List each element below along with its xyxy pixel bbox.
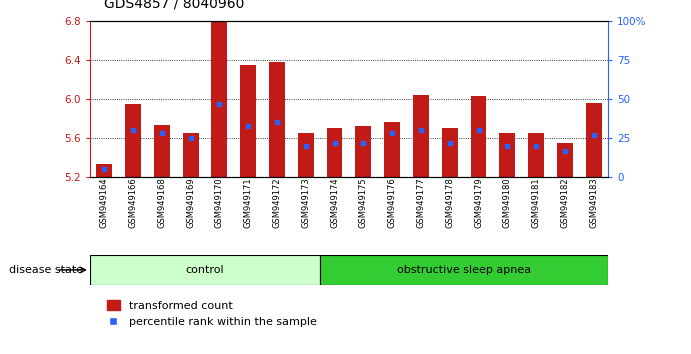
Text: GSM949182: GSM949182 (560, 177, 569, 228)
Text: GSM949171: GSM949171 (244, 177, 253, 228)
Bar (90, 255, 320, 285)
Text: GSM949175: GSM949175 (359, 177, 368, 228)
Text: GSM949179: GSM949179 (474, 177, 483, 228)
Text: GSM949174: GSM949174 (330, 177, 339, 228)
Text: GSM949168: GSM949168 (158, 177, 167, 228)
Text: GSM949177: GSM949177 (417, 177, 426, 228)
Bar (384, 122, 400, 177)
Text: GSM949166: GSM949166 (129, 177, 138, 228)
Text: GSM949172: GSM949172 (272, 177, 281, 228)
Bar (154, 125, 170, 177)
Bar (298, 133, 314, 177)
Bar (557, 143, 573, 177)
Text: GSM949170: GSM949170 (215, 177, 224, 228)
Bar (182, 133, 198, 177)
Bar (96, 164, 112, 177)
Bar (442, 128, 457, 177)
Bar (211, 21, 227, 177)
Bar (471, 96, 486, 177)
Text: disease state: disease state (9, 265, 83, 275)
Bar (125, 104, 141, 177)
Text: GSM949164: GSM949164 (100, 177, 108, 228)
Bar (240, 65, 256, 177)
Bar (269, 62, 285, 177)
Legend: transformed count, percentile rank within the sample: transformed count, percentile rank withi… (102, 296, 321, 332)
Text: GSM949173: GSM949173 (301, 177, 310, 228)
Bar (500, 133, 515, 177)
Text: GSM949176: GSM949176 (388, 177, 397, 228)
Text: GDS4857 / 8040960: GDS4857 / 8040960 (104, 0, 244, 11)
Bar (327, 128, 343, 177)
Text: GSM949181: GSM949181 (531, 177, 540, 228)
Bar (528, 133, 544, 177)
Bar (320, 255, 608, 285)
Text: GSM949178: GSM949178 (445, 177, 454, 228)
Text: GSM949169: GSM949169 (186, 177, 195, 228)
Text: control: control (186, 265, 225, 275)
Text: GSM949183: GSM949183 (589, 177, 598, 228)
Bar (355, 126, 371, 177)
Text: obstructive sleep apnea: obstructive sleep apnea (397, 265, 531, 275)
Text: GSM949180: GSM949180 (503, 177, 512, 228)
Bar (413, 95, 429, 177)
Bar (586, 103, 602, 177)
